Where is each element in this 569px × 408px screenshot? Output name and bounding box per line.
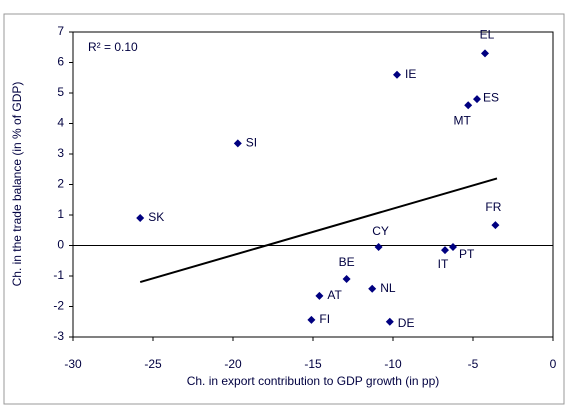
- y-tick-label: 4: [57, 116, 64, 130]
- point: [307, 315, 316, 324]
- point: [385, 317, 394, 326]
- point-label: ES: [483, 90, 499, 104]
- point-label: SK: [148, 210, 164, 224]
- y-tick-label: 5: [57, 85, 64, 99]
- y-tick-label: 6: [57, 55, 64, 69]
- point: [441, 246, 449, 255]
- point-label: IE: [405, 67, 416, 81]
- point-label: BE: [339, 255, 355, 269]
- y-tick-label: 1: [57, 207, 64, 221]
- y-tick-label: 3: [57, 146, 64, 160]
- point-label: DE: [398, 316, 415, 330]
- y-tick-label: -1: [53, 268, 64, 282]
- point-label: IT: [438, 257, 449, 271]
- point-label: CY: [372, 224, 389, 238]
- point: [449, 243, 457, 252]
- x-tick-label: -20: [224, 357, 242, 371]
- plot-area: [72, 31, 554, 338]
- point: [342, 275, 351, 284]
- y-tick-label: 0: [57, 238, 64, 252]
- point-label: FR: [485, 200, 501, 214]
- point: [233, 139, 242, 148]
- point: [473, 95, 481, 104]
- point: [464, 101, 473, 110]
- y-axis-label: Ch. in the trade balance (in % of GDP): [10, 82, 24, 287]
- x-tick-label: -25: [144, 357, 162, 371]
- y-tick-label: 2: [57, 177, 64, 191]
- point: [136, 214, 145, 223]
- point-label: MT: [454, 113, 472, 127]
- point-label: FI: [319, 312, 330, 326]
- point: [315, 291, 324, 300]
- point-label: AT: [327, 288, 342, 302]
- x-tick-label: -10: [384, 357, 402, 371]
- point: [393, 70, 401, 79]
- y-tick-label: -3: [53, 329, 64, 343]
- x-axis-label: Ch. in export contribution to GDP growth…: [187, 374, 440, 388]
- x-tick-label: -5: [468, 357, 479, 371]
- y-tick-label: 7: [57, 24, 64, 38]
- point-label: PT: [459, 247, 475, 261]
- point: [374, 243, 383, 252]
- y-tick-label: -2: [53, 299, 64, 313]
- point: [481, 49, 489, 58]
- point: [491, 221, 500, 230]
- point-label: NL: [380, 281, 396, 295]
- point: [368, 284, 377, 293]
- r-squared: R² = 0.10: [88, 40, 138, 54]
- trend-line: [139, 177, 498, 284]
- x-tick-label: -30: [64, 357, 82, 371]
- x-tick-label: 0: [550, 357, 557, 371]
- x-tick-label: -15: [304, 357, 322, 371]
- point-label: SI: [246, 135, 257, 149]
- point-label: EL: [480, 28, 495, 42]
